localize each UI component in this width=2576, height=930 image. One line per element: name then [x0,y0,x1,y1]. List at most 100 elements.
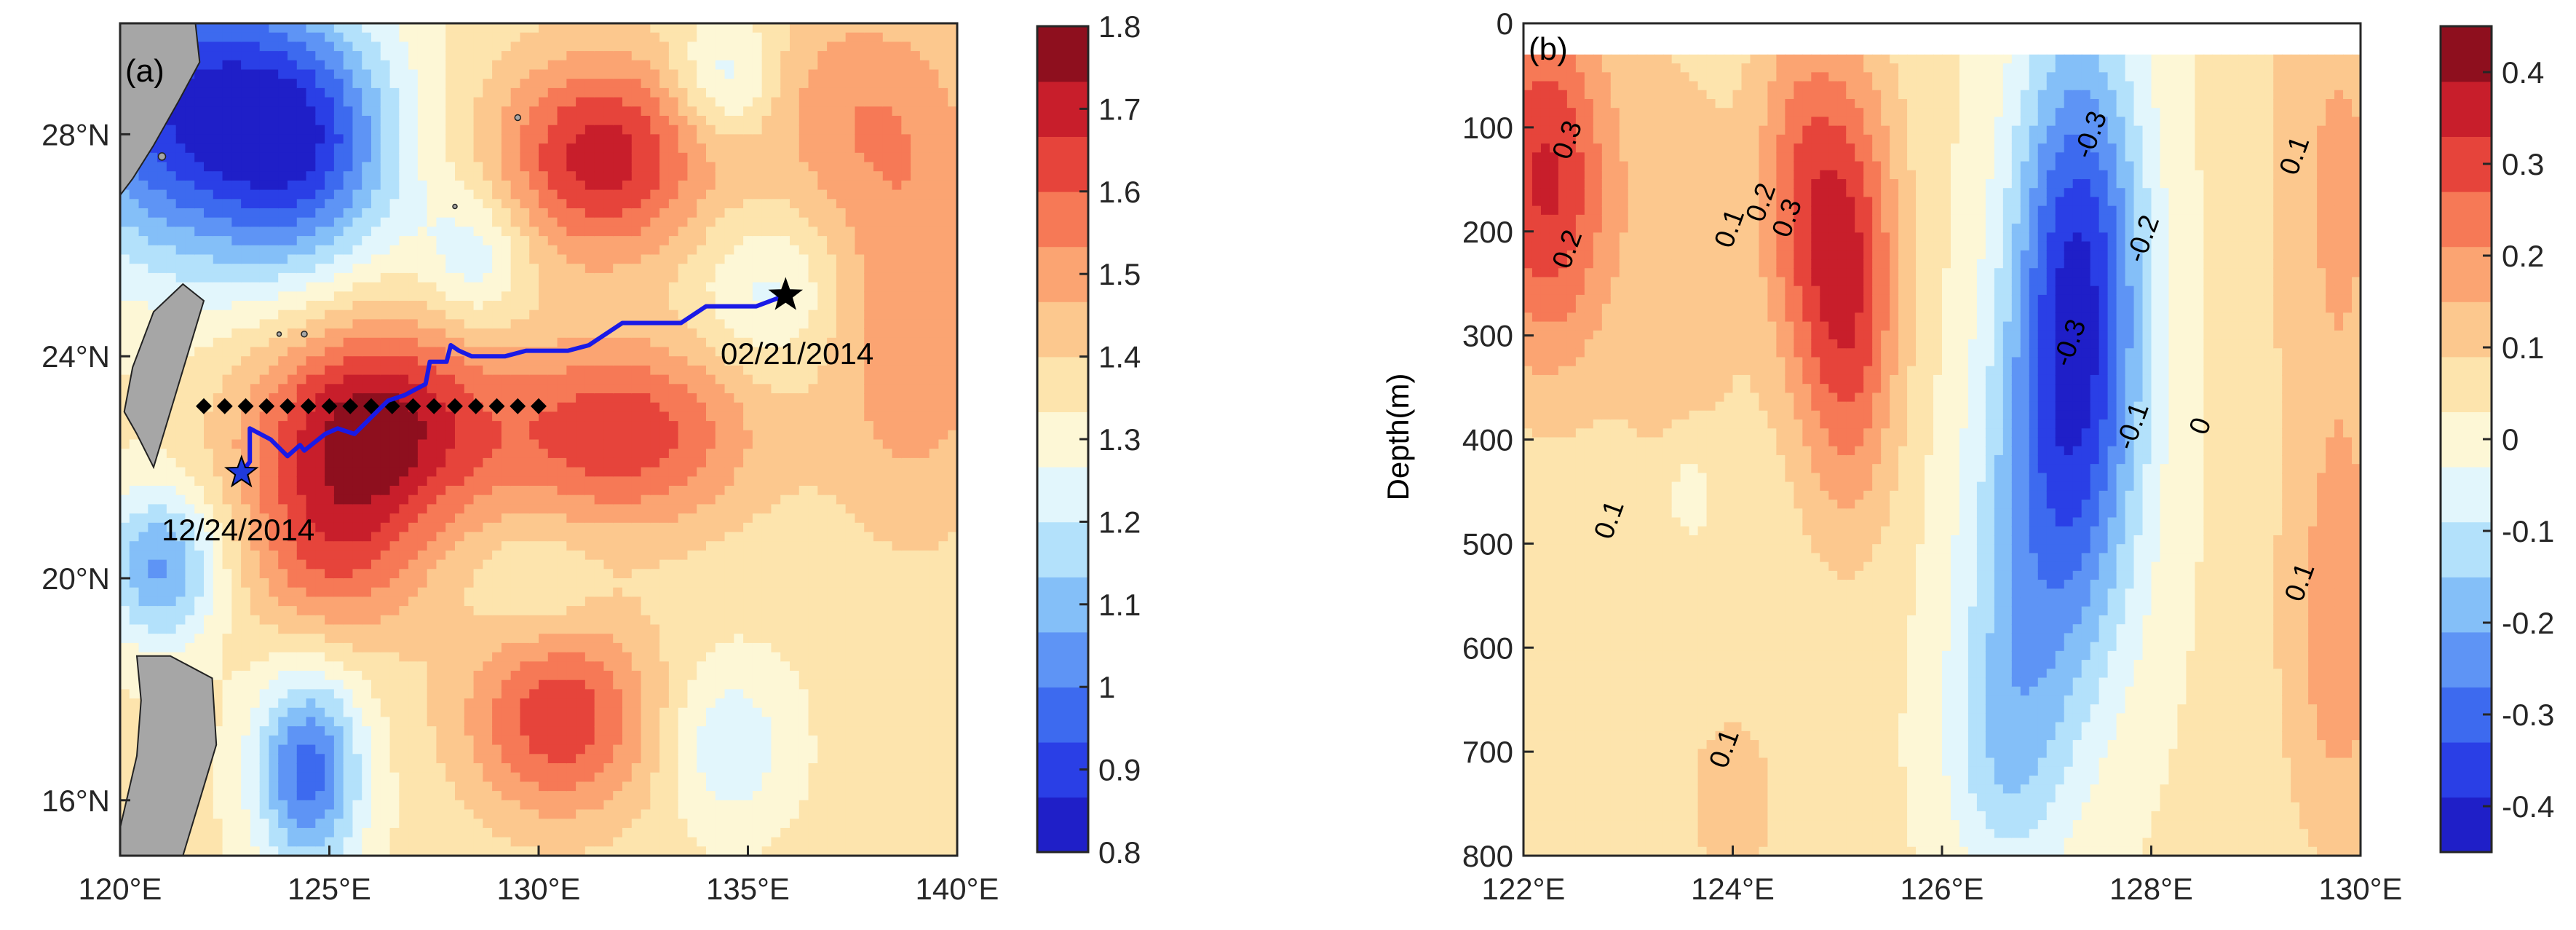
field-cell [455,680,465,690]
field-cell [511,838,521,848]
field-cell [371,51,381,61]
field-cell [548,560,558,570]
field-cell [371,615,381,626]
field-cell [464,23,475,34]
field-cell [511,134,521,144]
field-cell [622,134,633,144]
field-cell [185,171,195,181]
field-cell [585,791,595,801]
field-cell [288,745,298,755]
field-cell [603,33,614,43]
field-cell [306,291,317,302]
field-cell [362,42,372,52]
field-cell [558,403,568,413]
field-cell [381,578,391,588]
field-cell [603,698,614,709]
field-cell [585,88,595,98]
field-cell [371,199,381,209]
field-cell [176,218,186,228]
field-cell [148,476,158,486]
field-cell [297,375,307,385]
field-cell [595,578,605,588]
field-cell [529,634,539,644]
field-cell [371,643,381,653]
field-cell [260,366,270,376]
field-cell [231,838,242,848]
field-cell [390,596,400,607]
field-cell [223,264,233,274]
field-cell [502,468,512,478]
field-cell [306,33,317,43]
field-cell [325,338,335,348]
field-cell [576,745,586,755]
field-cell [539,468,549,478]
field-cell [529,255,539,265]
field-cell [445,319,456,329]
field-cell [194,106,205,117]
field-cell [576,671,586,681]
field-cell [585,513,595,524]
field-cell [492,476,502,486]
field-cell [622,504,633,514]
field-cell [558,504,568,514]
field-cell [381,70,391,80]
field-cell [539,218,549,228]
field-cell [288,625,298,635]
field-cell [408,819,419,829]
field-cell [213,199,223,209]
field-cell [520,190,530,200]
field-cell [260,661,270,671]
field-cell [167,643,177,653]
field-cell [250,60,261,71]
field-cell [474,726,484,736]
field-cell [250,698,261,709]
field-cell [260,717,270,728]
field-cell [445,79,456,89]
field-cell [511,440,521,450]
field-cell [502,264,512,274]
field-cell [399,541,409,551]
field-cell [260,338,270,348]
field-cell [371,680,381,690]
field-cell [325,116,335,126]
field-cell [539,541,549,551]
field-cell [390,819,400,829]
field-cell [130,698,140,709]
field-cell [185,625,195,635]
field-cell [492,810,502,820]
field-cell [622,273,633,283]
field-cell [288,411,298,422]
field-cell [603,208,614,218]
field-cell [603,449,614,459]
field-cell [306,569,317,579]
field-cell [502,615,512,626]
field-cell [622,106,633,117]
field-cell [613,596,623,607]
field-cell [223,375,233,385]
field-cell [558,689,568,699]
field-cell [362,338,372,348]
field-cell [632,79,642,89]
field-cell [539,819,549,829]
field-cell [157,495,167,505]
field-cell [344,153,354,163]
field-cell [288,199,298,209]
field-cell [399,283,409,293]
field-cell [213,791,223,801]
field-cell [585,375,595,385]
field-cell [157,273,167,283]
field-cell [381,745,391,755]
field-cell [325,504,335,514]
field-cell [455,513,465,524]
field-cell [529,190,539,200]
field-cell [539,291,549,302]
field-cell [306,643,317,653]
field-cell [502,440,512,450]
field-cell [558,745,568,755]
field-cell [269,708,279,718]
field-cell [288,33,298,43]
field-cell [603,596,614,607]
field-cell [399,532,409,543]
field-cell [399,310,409,320]
field-cell [381,468,391,478]
